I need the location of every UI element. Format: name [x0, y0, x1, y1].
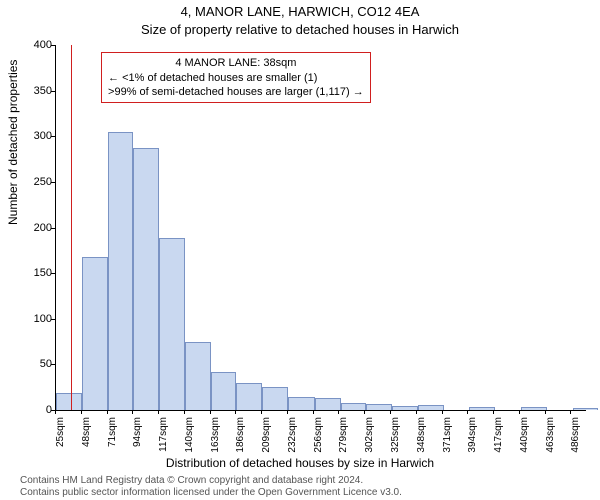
histogram-bar	[262, 387, 288, 410]
annotation-line-3: >99% of semi-detached houses are larger …	[108, 85, 364, 99]
histogram-bar	[185, 342, 211, 410]
y-tick-mark	[51, 136, 55, 137]
histogram-bar	[56, 393, 82, 410]
y-tick-mark	[51, 228, 55, 229]
x-tick-label: 71sqm	[107, 417, 118, 457]
x-tick-mark	[467, 410, 468, 414]
x-tick-label: 440sqm	[519, 417, 530, 457]
y-tick-mark	[51, 91, 55, 92]
x-tick-label: 348sqm	[416, 417, 427, 457]
property-marker-line	[71, 45, 73, 410]
y-tick-mark	[51, 182, 55, 183]
x-tick-label: 94sqm	[132, 417, 143, 457]
x-tick-label: 325sqm	[390, 417, 401, 457]
y-tick-label: 200	[34, 222, 52, 234]
annotation-line-1: 4 MANOR LANE: 38sqm	[108, 56, 364, 70]
y-tick-label: 400	[34, 39, 52, 51]
x-tick-mark	[416, 410, 417, 414]
histogram-bar	[133, 148, 159, 410]
plot-area: 4 MANOR LANE: 38sqm← <1% of detached hou…	[55, 45, 586, 411]
histogram-bar	[108, 132, 134, 410]
x-tick-mark	[519, 410, 520, 414]
histogram-bar	[211, 372, 237, 410]
x-tick-label: 163sqm	[210, 417, 221, 457]
x-tick-mark	[338, 410, 339, 414]
y-tick-mark	[51, 273, 55, 274]
x-tick-label: 256sqm	[313, 417, 324, 457]
y-tick-label: 350	[34, 85, 52, 97]
x-tick-label: 48sqm	[81, 417, 92, 457]
histogram-bar	[392, 406, 418, 410]
y-tick-label: 150	[34, 267, 52, 279]
x-tick-label: 279sqm	[338, 417, 349, 457]
x-tick-mark	[210, 410, 211, 414]
x-tick-label: 117sqm	[158, 417, 169, 457]
histogram-chart: 4, MANOR LANE, HARWICH, CO12 4EA Size of…	[0, 0, 600, 500]
y-tick-label: 300	[34, 130, 52, 142]
y-tick-mark	[51, 45, 55, 46]
x-tick-mark	[570, 410, 571, 414]
x-tick-label: 371sqm	[442, 417, 453, 457]
x-tick-label: 394sqm	[467, 417, 478, 457]
x-tick-mark	[313, 410, 314, 414]
x-tick-mark	[390, 410, 391, 414]
x-tick-label: 302sqm	[364, 417, 375, 457]
histogram-bar	[366, 404, 392, 410]
x-tick-label: 25sqm	[55, 417, 66, 457]
x-tick-mark	[261, 410, 262, 414]
x-tick-mark	[364, 410, 365, 414]
y-tick-mark	[51, 364, 55, 365]
histogram-bar	[288, 397, 315, 410]
x-tick-label: 140sqm	[184, 417, 195, 457]
histogram-bar	[418, 405, 444, 410]
x-tick-label: 463sqm	[545, 417, 556, 457]
histogram-bar	[469, 407, 495, 410]
x-tick-mark	[493, 410, 494, 414]
annotation-line-2: ← <1% of detached houses are smaller (1)	[108, 71, 364, 85]
x-tick-mark	[545, 410, 546, 414]
x-tick-mark	[132, 410, 133, 414]
histogram-bar	[521, 407, 547, 410]
x-tick-label: 209sqm	[261, 417, 272, 457]
y-tick-label: 100	[34, 313, 52, 325]
x-tick-mark	[55, 410, 56, 414]
annotation-box: 4 MANOR LANE: 38sqm← <1% of detached hou…	[101, 52, 371, 103]
x-tick-mark	[287, 410, 288, 414]
histogram-bar	[573, 408, 599, 410]
histogram-bar	[236, 383, 262, 410]
x-tick-label: 486sqm	[570, 417, 581, 457]
footer-text-1: Contains HM Land Registry data © Crown c…	[20, 475, 363, 486]
x-tick-label: 186sqm	[235, 417, 246, 457]
x-tick-mark	[107, 410, 108, 414]
histogram-bar	[315, 398, 341, 410]
x-tick-mark	[184, 410, 185, 414]
y-tick-mark	[51, 319, 55, 320]
x-axis-label: Distribution of detached houses by size …	[0, 456, 600, 470]
x-tick-mark	[235, 410, 236, 414]
x-tick-mark	[81, 410, 82, 414]
chart-title-sub: Size of property relative to detached ho…	[0, 22, 600, 37]
x-tick-label: 417sqm	[493, 417, 504, 457]
x-tick-mark	[158, 410, 159, 414]
chart-title-main: 4, MANOR LANE, HARWICH, CO12 4EA	[0, 4, 600, 19]
histogram-bar	[341, 403, 367, 410]
histogram-bar	[159, 238, 185, 410]
y-axis-label: Number of detached properties	[6, 60, 20, 225]
y-tick-label: 250	[34, 176, 52, 188]
x-tick-mark	[442, 410, 443, 414]
histogram-bar	[82, 257, 108, 410]
x-tick-label: 232sqm	[287, 417, 298, 457]
footer-text-2: Contains public sector information licen…	[20, 487, 402, 498]
